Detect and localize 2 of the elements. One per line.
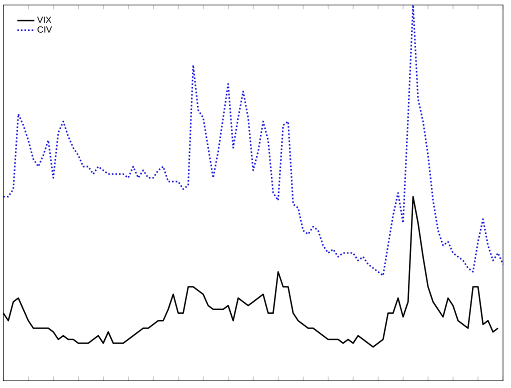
legend-label: VIX [37, 16, 52, 24]
legend-label: CIV [38, 26, 52, 33]
